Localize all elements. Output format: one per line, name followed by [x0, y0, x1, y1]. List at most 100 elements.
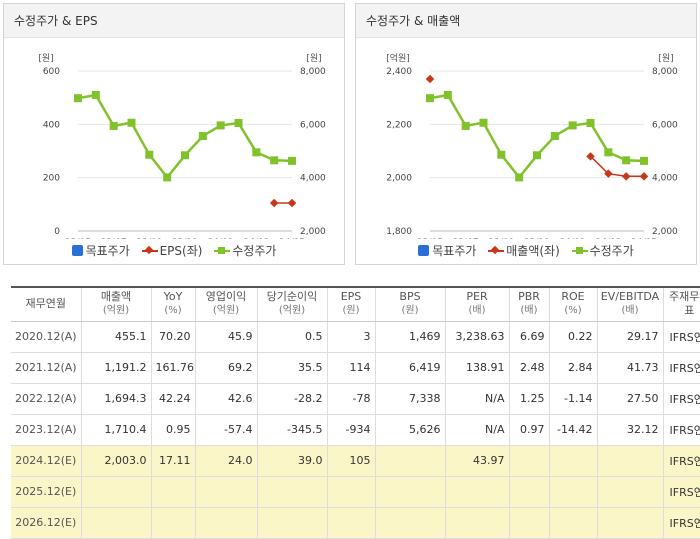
column-header: YoY (%) — [150, 286, 195, 322]
data-point-marker — [497, 150, 506, 159]
table-cell — [326, 476, 375, 508]
table-cell — [256, 507, 327, 539]
table-cell: 1,710.4 — [80, 414, 151, 446]
table-row: 2022.12(A) 1,694.3 42.24 42.6 -28.2 -78 7,338 N… — [11, 383, 700, 415]
column-header-label: 영업이익 — [205, 290, 247, 304]
table-cell — [150, 507, 195, 539]
data-point-marker — [234, 119, 243, 127]
legend-swatch-icon — [418, 245, 430, 256]
table-cell: 455.1 — [80, 321, 151, 353]
table-cell: 2024.12(E) — [11, 445, 81, 477]
x-tick-label: 24/05 — [631, 238, 657, 239]
legend-label: 수정주가 — [232, 244, 277, 258]
x-tick-label: 23/05 — [65, 238, 91, 239]
series-line — [429, 93, 645, 180]
table-cell: 2.84 — [548, 352, 597, 384]
table-cell — [548, 507, 597, 539]
table-cell — [80, 476, 151, 508]
data-point-marker — [621, 172, 631, 181]
table-cell: 2.48 — [508, 352, 549, 384]
table-cell: 161.76 — [150, 352, 195, 384]
column-header-unit: (배) — [621, 305, 639, 317]
data-point-marker — [426, 94, 434, 103]
legend-target-price[interactable]: 목표주가 — [418, 242, 476, 259]
table-cell: IFRS연결 — [662, 414, 700, 446]
x-tick-label: 23/09 — [488, 238, 514, 239]
table-cell — [596, 476, 663, 508]
table-cell — [80, 507, 151, 539]
table-cell — [508, 476, 549, 508]
table-cell — [374, 476, 445, 508]
table-cell: 2025.12(E) — [11, 476, 81, 508]
column-header: 당기순이익 (억원) — [256, 286, 327, 322]
table-cell: 1,469 — [374, 321, 445, 353]
data-point-marker — [425, 74, 435, 84]
column-header: EPS (원) — [326, 286, 375, 322]
table-cell: IFRS연결 — [662, 476, 700, 508]
data-point-marker — [604, 148, 613, 157]
data-point-marker — [461, 121, 470, 130]
column-header-unit: (원) — [342, 305, 360, 317]
legend-sales[interactable]: 매출액(좌) — [488, 242, 560, 259]
table-cell: 1,191.2 — [80, 352, 151, 384]
legend-diamond-icon — [141, 246, 158, 256]
table-row: 2025.12(E) IFRS연결 — [11, 476, 700, 508]
table-cell: 39.0 — [256, 445, 327, 477]
data-point-marker — [639, 172, 649, 181]
data-point-marker — [74, 94, 82, 103]
table-cell: 42.6 — [194, 383, 257, 415]
data-point-marker — [270, 156, 279, 165]
chart-title: 수정주가 & EPS — [4, 4, 344, 38]
left-axis-unit: [억원] — [386, 52, 410, 64]
table-cell: 27.50 — [596, 383, 663, 415]
data-point-marker — [163, 173, 172, 182]
column-header-unit: (억원) — [212, 305, 240, 317]
table-cell: -28.2 — [256, 383, 327, 415]
table-row: 2021.12(A) 1,191.2 161.76 69.2 35.5 114 6,419 1… — [11, 352, 700, 384]
table-cell: 6,419 — [374, 352, 445, 384]
right-tick-label: 2,000 — [652, 227, 678, 237]
table-cell — [194, 476, 257, 508]
legend-label: 목표주가 — [85, 244, 130, 258]
table-row: 2020.12(A) 455.1 70.20 45.9 0.5 3 1,469 3,238.6… — [11, 321, 700, 353]
data-point-marker — [109, 121, 118, 130]
left-tick-label: 2,000 — [386, 174, 412, 184]
table-cell: 3 — [326, 321, 375, 353]
data-point-marker — [287, 198, 297, 208]
data-point-marker — [443, 91, 452, 99]
table-cell: 2020.12(A) — [11, 321, 81, 353]
legend-eps[interactable]: EPS(좌) — [141, 242, 202, 259]
table-cell: IFRS연결 — [662, 383, 700, 415]
table-cell: 42.24 — [150, 383, 195, 415]
table-cell: N/A — [444, 414, 509, 446]
column-header-label: ROE — [561, 290, 585, 304]
chart-legend: 목표주가 EPS(좌) 수정주가 — [4, 242, 344, 259]
table-cell: 2023.12(A) — [11, 414, 81, 446]
right-tick-label: 6,000 — [300, 120, 326, 130]
right-axis-unit: [원] — [658, 53, 673, 64]
table-cell: 1.25 — [508, 383, 549, 415]
x-tick-label: 23/07 — [101, 238, 127, 239]
legend-target-price[interactable]: 목표주가 — [71, 242, 130, 259]
x-tick-label: 23/11 — [524, 238, 550, 239]
legend-square-icon — [571, 246, 588, 256]
table-row: 2024.12(E) 2,003.0 17.11 24.0 39.0 105 43.97 IF… — [11, 445, 700, 477]
table-cell: 45.9 — [194, 321, 257, 353]
column-header: EV/EBITDA (배) — [596, 286, 663, 322]
column-header-label: 당기순이익 — [266, 290, 318, 304]
column-header-label: 재무연월 — [25, 297, 66, 311]
column-header-label: 매출액 — [100, 290, 132, 304]
table-cell — [508, 445, 549, 477]
table-cell: 17.11 — [150, 445, 195, 477]
data-point-marker — [515, 173, 524, 182]
table-row: 2026.12(E) IFRS연결 — [11, 507, 700, 539]
table-cell: -1.14 — [548, 383, 597, 415]
column-header-label: PBR — [518, 290, 540, 304]
legend-adjusted-price[interactable]: 수정주가 — [571, 242, 634, 259]
legend-adjusted-price[interactable]: 수정주가 — [214, 242, 276, 259]
legend-label: 매출액(좌) — [506, 244, 560, 258]
right-tick-label: 8,000 — [300, 67, 326, 77]
table-cell: 5,626 — [374, 414, 445, 446]
table-cell: -934 — [326, 414, 375, 446]
series-line — [77, 93, 293, 180]
